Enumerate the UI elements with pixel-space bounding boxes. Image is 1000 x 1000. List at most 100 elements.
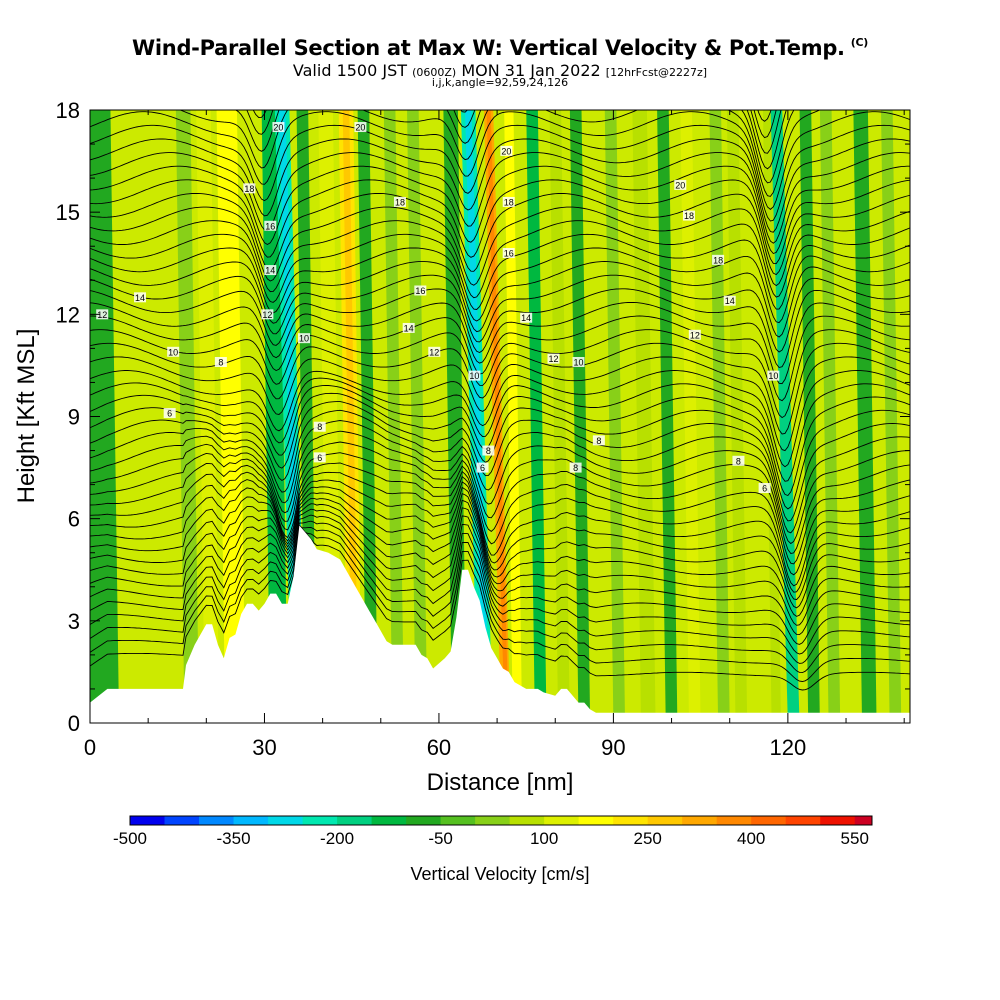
contour-label: 8	[313, 421, 326, 432]
colorbar-swatch	[371, 816, 407, 825]
y-tick-label: 15	[56, 200, 80, 225]
colorbar-tick-label: -200	[320, 829, 354, 848]
contour-label: 12	[96, 309, 109, 320]
potential-temperature-contour	[90, 288, 910, 369]
x-tick-label: 90	[601, 735, 625, 760]
x-tick-label: 0	[84, 735, 96, 760]
contour-label: 6	[476, 462, 489, 473]
contour-label: 10	[767, 370, 780, 381]
potential-temperature-contour	[246, 110, 787, 170]
x-axis-label: Distance [nm]	[427, 769, 574, 796]
colorbar-swatch	[613, 816, 649, 825]
svg-text:18: 18	[504, 197, 514, 207]
colorbar-swatch	[647, 816, 683, 825]
svg-text:10: 10	[469, 371, 479, 381]
potential-temperature-contour	[90, 110, 822, 197]
terrain-mask	[90, 525, 910, 723]
y-tick-label: 0	[68, 711, 80, 736]
potential-temperature-contour	[90, 179, 910, 265]
svg-text:10: 10	[768, 371, 778, 381]
velocity-band	[799, 110, 820, 723]
section-indices: i,j,k,angle=92,59,24,126	[431, 76, 569, 89]
colorbar-swatch	[268, 816, 304, 825]
colorbar-swatch	[440, 816, 476, 825]
velocity-band	[549, 110, 570, 723]
potential-temperature-contour	[90, 206, 910, 287]
svg-text:16: 16	[504, 249, 514, 259]
chart-title: Wind-Parallel Section at Max W: Vertical…	[0, 36, 1000, 60]
colorbar-swatch	[716, 816, 752, 825]
colorbar-tick-label: 400	[737, 829, 765, 848]
colorbar-swatch	[302, 816, 338, 825]
svg-text:12: 12	[548, 354, 558, 364]
colorbar-swatch	[164, 816, 200, 825]
contour-label: 12	[688, 329, 701, 340]
contour-label: 12	[261, 309, 274, 320]
potential-temperature-contour	[90, 486, 910, 609]
contour-label: 18	[502, 196, 515, 207]
contour-label: 8	[482, 445, 495, 456]
potential-temperature-contour	[90, 524, 910, 691]
potential-temperature-contour	[90, 152, 910, 244]
svg-text:6: 6	[167, 409, 172, 419]
y-axis-label: Height [Kft MSL]	[13, 329, 40, 504]
contour-label: 6	[758, 483, 771, 494]
potential-temperature-contour	[234, 110, 795, 184]
velocity-band-core	[342, 110, 358, 689]
potential-temperature-contour	[90, 247, 910, 324]
potential-temperature-contour	[90, 492, 910, 617]
contour-label: 6	[313, 452, 326, 463]
contour-label: 8	[569, 462, 582, 473]
colorbar-swatch	[406, 816, 442, 825]
velocity-band	[383, 110, 405, 723]
contour-label: 16	[264, 220, 277, 231]
colorbar-swatch	[337, 816, 373, 825]
velocity-band	[657, 110, 678, 723]
y-tick-label: 18	[56, 98, 80, 123]
x-tick-label: 60	[427, 735, 451, 760]
velocity-band	[762, 110, 781, 723]
potential-temperature-contour	[90, 514, 910, 655]
svg-text:8: 8	[736, 456, 741, 466]
potential-temperature-contour	[90, 420, 910, 545]
velocity-band	[569, 110, 591, 723]
colorbar-tick-label: -50	[428, 829, 453, 848]
chart-title-text: Wind-Parallel Section at Max W: Vertical…	[132, 36, 845, 60]
potential-temperature-contour	[90, 441, 910, 565]
contour-label: 10	[468, 370, 481, 381]
velocity-band	[819, 110, 841, 723]
potential-temperature-contour	[90, 479, 910, 601]
velocity-band	[853, 110, 877, 723]
svg-text:8: 8	[486, 446, 491, 456]
velocity-band	[770, 110, 800, 723]
svg-text:8: 8	[218, 358, 223, 368]
potential-temperature-contour	[90, 377, 910, 482]
contour-label: 14	[134, 292, 147, 303]
svg-text:20: 20	[501, 146, 511, 156]
contour-label: 14	[723, 295, 736, 306]
y-tick-label: 3	[68, 609, 80, 634]
svg-text:16: 16	[265, 221, 275, 231]
contour-label: 12	[547, 353, 560, 364]
svg-text:14: 14	[521, 313, 531, 323]
contour-label: 6	[163, 408, 176, 419]
colorbar-swatch	[475, 816, 511, 825]
svg-text:12: 12	[97, 310, 107, 320]
potential-temperature-contour	[90, 520, 910, 664]
potential-temperature-contour	[90, 124, 910, 222]
contour-label: 20	[354, 122, 367, 133]
svg-text:18: 18	[684, 211, 694, 221]
valid-utc: (0600Z)	[412, 66, 457, 79]
potential-temperature-contour	[90, 329, 910, 419]
contour-label: 10	[167, 346, 180, 357]
svg-text:8: 8	[596, 436, 601, 446]
velocity-band	[90, 110, 120, 723]
chart-subtitle: Valid 1500 JST (0600Z) MON 31 Jan 2022 […	[0, 61, 1000, 80]
y-tick-label: 9	[68, 405, 80, 430]
contour-label: 18	[683, 210, 696, 221]
colorbar-swatch	[578, 816, 614, 825]
velocity-band	[504, 110, 523, 723]
forecast-info: [12hrFcst@2227z]	[605, 66, 708, 79]
colorbar-tick-label: 100	[530, 829, 558, 848]
